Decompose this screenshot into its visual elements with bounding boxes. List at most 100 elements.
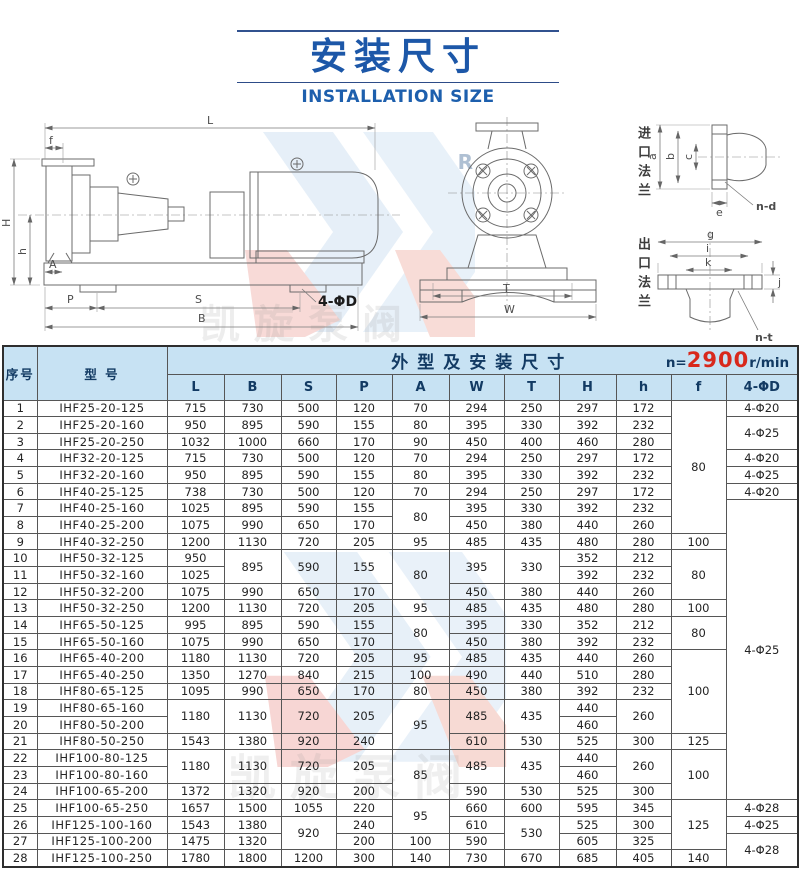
model-cell: IHF125-100-250 — [36, 849, 168, 868]
table-row: 7 IHF40-25-160 1025 895 590 155 80 395 330 392 232… — [2, 499, 799, 801]
outlet-flange-label: 出口法兰 — [635, 237, 650, 313]
dim-cell: 392 — [558, 632, 617, 651]
dim-cell: 352 — [558, 616, 617, 634]
table-row: 15 IHF65-50-160 1075 990 650 170 450 380 392 232 — [2, 632, 798, 651]
dim-label-e: e — [716, 206, 723, 219]
dim-cell: 200 — [335, 832, 393, 851]
dim-cell: 590 — [280, 466, 337, 484]
model-cell: IHF80-65-125 — [36, 682, 168, 701]
column-header-P: P — [335, 373, 393, 401]
dim-cell: 172 — [615, 449, 672, 468]
dim-cell: 510 — [558, 666, 617, 684]
dim-cell: 1130 — [223, 749, 282, 784]
dim-cell: 170 — [335, 432, 393, 451]
dim-cell: 480 — [558, 532, 617, 551]
dim-cell: 460 — [558, 432, 617, 451]
table-row: 11 IHF50-32-160 1025 392 232 — [2, 566, 798, 584]
column-header-S: S — [280, 373, 337, 401]
dim-cell: 435 — [503, 649, 560, 667]
model-cell: IHF25-20-160 — [36, 416, 168, 434]
row-number-cell: 16 — [2, 649, 38, 667]
dim-cell: 70 — [391, 482, 450, 501]
dim-cell: 140 — [670, 849, 727, 868]
dim-cell: 435 — [503, 749, 560, 784]
column-header-B: B — [223, 373, 282, 401]
column-header-4-ΦD: 4-ΦD — [725, 373, 799, 401]
row-number-cell: 15 — [2, 632, 38, 651]
model-cell: IHF100-80-125 — [36, 749, 168, 767]
dim-cell: 670 — [503, 849, 560, 868]
model-cell: IHF50-32-200 — [36, 582, 168, 601]
row-number-cell: 4 — [2, 449, 38, 468]
row-number-cell: 8 — [2, 516, 38, 534]
dim-cell: 330 — [503, 499, 560, 518]
dim-cell: 440 — [558, 582, 617, 601]
dim-cell: 232 — [615, 566, 672, 584]
model-cell: IHF100-65-200 — [36, 782, 168, 801]
dim-cell: 1475 — [166, 832, 225, 851]
model-cell: IHF25-20-125 — [36, 399, 168, 418]
dim-cell: 650 — [280, 582, 337, 601]
dim-cell: 450 — [448, 582, 505, 601]
model-cell: IHF125-100-160 — [36, 815, 168, 834]
pump-side-view: L f H h A P S B 4-ΦD — [0, 114, 420, 347]
dim-cell: 1200 — [280, 849, 337, 868]
model-cell: IHF50-32-250 — [36, 599, 168, 618]
dim-cell: 525 — [558, 815, 617, 834]
dim-label-a: a — [646, 153, 659, 160]
dim-cell: 990 — [223, 632, 282, 651]
table-row: 20 IHF80-50-200 460 — [2, 715, 798, 734]
dim-cell: 530 — [503, 815, 560, 851]
dim-cell: 950 — [166, 466, 225, 484]
dim-cell: 1350 — [166, 666, 225, 684]
dim-cell: 435 — [503, 599, 560, 618]
table-row: 2 IHF25-20-160 950 895 590 155 80 395 330 392 232 4… — [2, 416, 799, 451]
model-cell: IHF25-20-250 — [36, 432, 168, 451]
dim-cell: 450 — [448, 632, 505, 651]
dim-cell: 730 — [223, 482, 282, 501]
dim-cell: 392 — [558, 466, 617, 484]
dim-cell: 380 — [503, 682, 560, 701]
dim-cell: 260 — [615, 582, 672, 601]
column-header-h: h — [615, 373, 672, 401]
dim-cell: 260 — [615, 649, 672, 667]
dim-cell: 1380 — [223, 815, 282, 834]
dim-cell: 380 — [503, 632, 560, 651]
inlet-flange-label: 进口法兰 — [635, 126, 650, 202]
dim-cell: 1055 — [280, 799, 337, 817]
dim-cell: 170 — [335, 582, 393, 601]
dim-cell: 715 — [166, 449, 225, 468]
dim-cell: 4-Φ25 — [725, 466, 799, 484]
table-row: 14 IHF65-50-125 995 895 590 155 80 395 330 352 212… — [2, 616, 798, 651]
dim-cell: 1320 — [223, 832, 282, 851]
dim-cell: 685 — [558, 849, 617, 868]
dim-label-H: H — [0, 219, 13, 227]
dim-cell: 100 — [670, 599, 727, 618]
column-header-no: 序号 — [2, 345, 38, 401]
column-header-model: 型 号 — [36, 345, 168, 401]
dim-cell: 232 — [615, 499, 672, 518]
dim-label-T: T — [502, 282, 510, 295]
dim-cell: 205 — [335, 699, 393, 734]
dim-cell: 4-Φ25 — [725, 499, 799, 801]
dim-cell: 450 — [448, 682, 505, 701]
dim-cell: 170 — [335, 516, 393, 534]
dim-cell: 480 — [558, 599, 617, 618]
column-header-L: L — [166, 373, 225, 401]
flange-detail-views: a b c e n-d g i k — [640, 115, 800, 351]
dim-cell: 392 — [558, 416, 617, 434]
dim-cell: 80 — [670, 399, 727, 534]
dim-cell: 80 — [391, 466, 450, 484]
dim-cell: 330 — [503, 616, 560, 634]
row-number-cell: 28 — [2, 849, 38, 868]
dim-cell: 660 — [280, 432, 337, 451]
page-subtitle: INSTALLATION SIZE — [301, 87, 495, 107]
row-number-cell: 5 — [2, 466, 38, 484]
dim-label-f: f — [49, 134, 54, 147]
dim-cell: 485 — [448, 649, 505, 667]
dim-cell: 330 — [503, 416, 560, 434]
dim-cell: 232 — [615, 416, 672, 434]
title-block: 安装尺寸 INSTALLATION SIZE — [237, 30, 559, 107]
dim-label-c: c — [682, 154, 695, 160]
table-row: 8 IHF40-25-200 1075 990 650 170 450 380 440 260 — [2, 516, 798, 534]
